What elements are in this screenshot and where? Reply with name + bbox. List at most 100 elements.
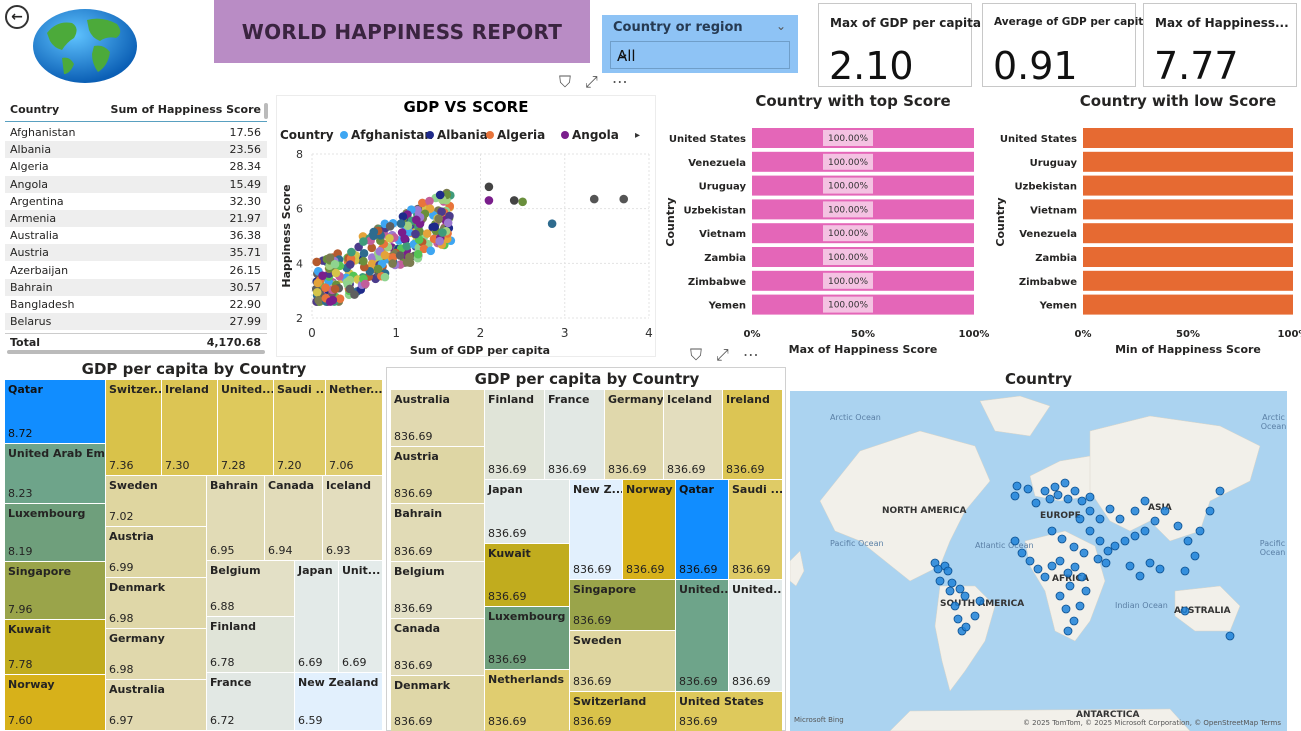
map-dot[interactable] bbox=[1183, 536, 1193, 546]
treemap-tile[interactable]: Kuwait 836.69 bbox=[485, 544, 569, 606]
scatter-point[interactable] bbox=[411, 229, 420, 239]
filter-icon[interactable]: ⛉ bbox=[559, 72, 572, 91]
map-dot[interactable] bbox=[960, 591, 970, 601]
scatter-point[interactable] bbox=[396, 219, 406, 228]
map-dot[interactable] bbox=[1060, 478, 1070, 488]
scatter-point[interactable] bbox=[425, 196, 434, 206]
map-dot[interactable] bbox=[1075, 601, 1085, 611]
map-dot[interactable] bbox=[1070, 486, 1080, 496]
scatter-point[interactable] bbox=[367, 243, 377, 253]
treemap-tile[interactable]: Switzerland 836.69 bbox=[570, 692, 675, 731]
treemap-tile[interactable]: Japan 836.69 bbox=[485, 480, 569, 543]
map-dot[interactable] bbox=[1010, 536, 1020, 546]
map-dot[interactable] bbox=[1077, 572, 1087, 582]
scatter-point[interactable] bbox=[330, 284, 340, 294]
scatter-point[interactable] bbox=[518, 197, 527, 207]
map-dot[interactable] bbox=[961, 622, 971, 632]
table-row[interactable]: Angola 15.49 bbox=[5, 175, 267, 193]
scatter-point[interactable] bbox=[438, 228, 447, 237]
map-dot[interactable] bbox=[1063, 494, 1073, 504]
scatter-point[interactable] bbox=[325, 253, 335, 263]
scatter-point[interactable] bbox=[413, 249, 423, 259]
treemap-tile[interactable]: Denmark 836.69 bbox=[391, 676, 484, 731]
slicer-dropdown[interactable]: All ⌄ bbox=[610, 41, 790, 69]
column-header-country[interactable]: Country bbox=[10, 103, 60, 116]
scatter-point[interactable] bbox=[404, 227, 414, 237]
scatter-point[interactable] bbox=[388, 253, 398, 262]
scatter-point[interactable] bbox=[345, 260, 355, 269]
treemap-tile[interactable]: Qatar 8.72 bbox=[5, 380, 105, 443]
map-dot[interactable] bbox=[1095, 536, 1105, 546]
map-dot[interactable] bbox=[1055, 556, 1065, 566]
treemap-tile[interactable]: Luxembourg 836.69 bbox=[485, 607, 569, 669]
map-dot[interactable] bbox=[1085, 526, 1095, 536]
map-dot[interactable] bbox=[1069, 542, 1079, 552]
treemap-tile[interactable]: Kuwait 7.78 bbox=[5, 620, 105, 674]
treemap-tile[interactable]: Sweden 836.69 bbox=[570, 631, 675, 691]
treemap-tile[interactable]: Australia 6.97 bbox=[106, 680, 206, 730]
treemap-tile[interactable]: Germany 836.69 bbox=[605, 390, 663, 479]
scatter-point[interactable] bbox=[437, 207, 446, 216]
scatter-point[interactable] bbox=[426, 246, 436, 256]
scatter-point[interactable] bbox=[400, 234, 409, 243]
scatter-point[interactable] bbox=[405, 258, 415, 268]
map-attribution[interactable]: © 2025 TomTom, © 2025 Microsoft Corporat… bbox=[1022, 719, 1281, 727]
map-dot[interactable] bbox=[1047, 526, 1057, 536]
scatter-point[interactable] bbox=[359, 256, 368, 266]
bar[interactable] bbox=[1083, 175, 1293, 196]
treemap-tile[interactable]: Belgium 836.69 bbox=[391, 562, 484, 618]
map-dot[interactable] bbox=[970, 611, 980, 621]
bar[interactable] bbox=[1083, 223, 1293, 244]
map-dot[interactable] bbox=[1140, 526, 1150, 536]
scatter-point[interactable] bbox=[445, 211, 454, 221]
scatter-point[interactable] bbox=[380, 272, 390, 282]
map-dot[interactable] bbox=[1031, 498, 1041, 508]
map-dot[interactable] bbox=[1057, 534, 1067, 544]
treemap-tile[interactable]: Ireland 7.30 bbox=[162, 380, 217, 475]
map-dot[interactable] bbox=[1061, 604, 1071, 614]
map-dot[interactable] bbox=[947, 578, 957, 588]
vertical-scrollbar[interactable] bbox=[264, 103, 268, 119]
scatter-point[interactable] bbox=[418, 198, 427, 208]
table-row[interactable]: Argentina 32.30 bbox=[5, 193, 267, 210]
treemap-tile[interactable]: Qatar 836.69 bbox=[676, 480, 728, 579]
map-dot[interactable] bbox=[945, 586, 955, 596]
treemap-tile[interactable]: Sweden 7.02 bbox=[106, 476, 206, 526]
map-dot[interactable] bbox=[1225, 631, 1235, 641]
treemap-tile[interactable]: Singapore 7.96 bbox=[5, 562, 105, 619]
table-row[interactable]: Austria 35.71 bbox=[5, 244, 267, 262]
map-dot[interactable] bbox=[1053, 490, 1063, 500]
scatter-point[interactable] bbox=[484, 182, 494, 192]
treemap-tile[interactable]: United... 7.28 bbox=[218, 380, 273, 475]
scatter-point[interactable] bbox=[367, 253, 377, 262]
map-dot[interactable] bbox=[943, 566, 953, 576]
map-dot[interactable] bbox=[1180, 566, 1190, 576]
treemap-tile[interactable]: Netherlands 836.69 bbox=[485, 670, 569, 731]
map-dot[interactable] bbox=[1033, 564, 1043, 574]
scatter-point[interactable] bbox=[619, 194, 629, 204]
table-row[interactable]: Algeria 28.34 bbox=[5, 158, 267, 175]
treemap-tile[interactable]: Norway 836.69 bbox=[623, 480, 675, 579]
scatter-point[interactable] bbox=[359, 249, 369, 258]
focus-mode-icon[interactable]: ⤢ bbox=[585, 72, 598, 91]
column-header-score[interactable]: Sum of Happiness Score bbox=[110, 103, 261, 116]
bar[interactable] bbox=[1083, 294, 1293, 315]
scatter-point[interactable] bbox=[385, 233, 394, 243]
map-dot[interactable] bbox=[1063, 626, 1073, 636]
table-row[interactable]: Albania 23.56 bbox=[5, 141, 267, 159]
treemap-tile[interactable]: Japan 6.69 bbox=[295, 561, 338, 672]
map-dot[interactable] bbox=[1045, 494, 1055, 504]
map-dot[interactable] bbox=[1195, 526, 1205, 536]
map-dot[interactable] bbox=[1085, 492, 1095, 502]
scatter-point[interactable] bbox=[398, 212, 408, 221]
legend-next-arrow[interactable]: ▸ bbox=[635, 130, 640, 141]
scatter-point[interactable] bbox=[373, 264, 383, 274]
map-dot[interactable] bbox=[1063, 568, 1073, 578]
map-dot[interactable] bbox=[935, 576, 945, 586]
bar[interactable] bbox=[1083, 128, 1293, 148]
treemap-tile[interactable]: Unit... 6.69 bbox=[339, 561, 382, 672]
scatter-point[interactable] bbox=[330, 259, 340, 269]
map-dot[interactable] bbox=[1010, 491, 1020, 501]
map-dot[interactable] bbox=[1040, 572, 1050, 582]
map-dot[interactable] bbox=[1081, 586, 1091, 596]
